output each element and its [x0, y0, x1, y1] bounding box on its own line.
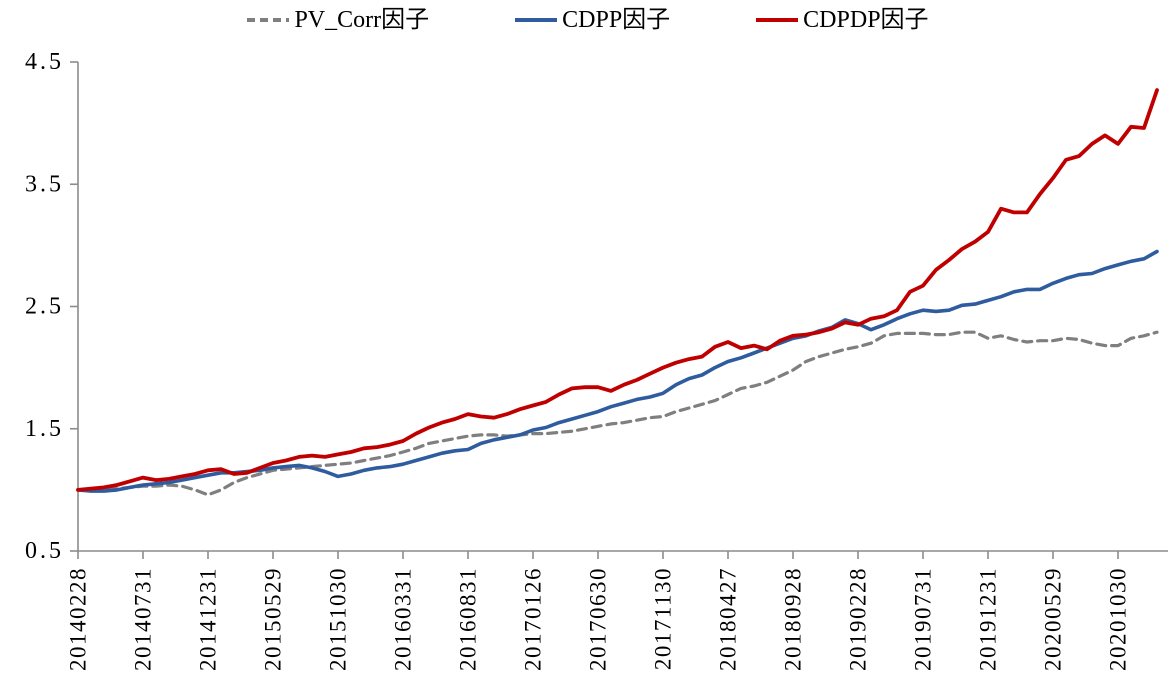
y-tick-label: 4.5: [25, 49, 64, 75]
legend-item-pv-corr: PV_Corr因子: [247, 8, 429, 32]
y-tick-label: 3.5: [25, 171, 64, 197]
x-tick-label: 20170630: [586, 567, 611, 671]
x-tick-label: 20200529: [1041, 567, 1066, 671]
legend-item-cdpdp: CDPDP因子: [756, 7, 929, 33]
x-tick-label: 20190228: [846, 567, 871, 671]
x-tick-label: 20150529: [261, 567, 286, 671]
x-tick-label: 20190731: [911, 567, 936, 671]
x-tick-label: 20160331: [391, 567, 416, 671]
y-tick-label: 0.5: [25, 538, 64, 564]
series-line-2: [76, 88, 1159, 492]
dashed-line-swatch-icon: [247, 18, 290, 22]
x-tick-label: 20140228: [66, 567, 91, 671]
solid-line-swatch-icon: [756, 18, 799, 22]
solid-line-swatch-icon: [515, 18, 558, 22]
legend-label: CDPP因子: [562, 7, 671, 33]
x-tick-label: 20140731: [131, 567, 156, 671]
x-tick-label: 20201030: [1106, 567, 1131, 671]
x-tick-label: 20141231: [196, 567, 221, 671]
y-axis: 0.5 1.5 2.5 3.5 4.5: [25, 49, 79, 564]
x-tick-label: 20160831: [456, 567, 481, 671]
x-tick-label: 20180928: [781, 567, 806, 671]
series-line-1: [76, 249, 1159, 493]
x-tick-label: 20171130: [651, 567, 676, 670]
y-tick-label: 1.5: [25, 416, 64, 442]
series-line-0: [76, 330, 1159, 497]
x-tick-label: 20170126: [521, 567, 546, 671]
chart-legend: PV_Corr因子 CDPP因子 CDPDP因子: [0, 8, 1176, 32]
legend-label: PV_Corr因子: [294, 7, 430, 33]
x-axis: 20140228 20140731 20141231 20150529 20151030…: [66, 550, 1168, 671]
legend-item-cdpp: CDPP因子: [515, 8, 670, 32]
legend-label: CDPDP因子: [803, 7, 929, 33]
x-tick-label: 20151030: [326, 567, 351, 671]
x-tick-label: 20191231: [976, 567, 1001, 671]
y-tick-label: 2.5: [25, 294, 64, 320]
x-tick-label: 20180427: [716, 567, 741, 671]
